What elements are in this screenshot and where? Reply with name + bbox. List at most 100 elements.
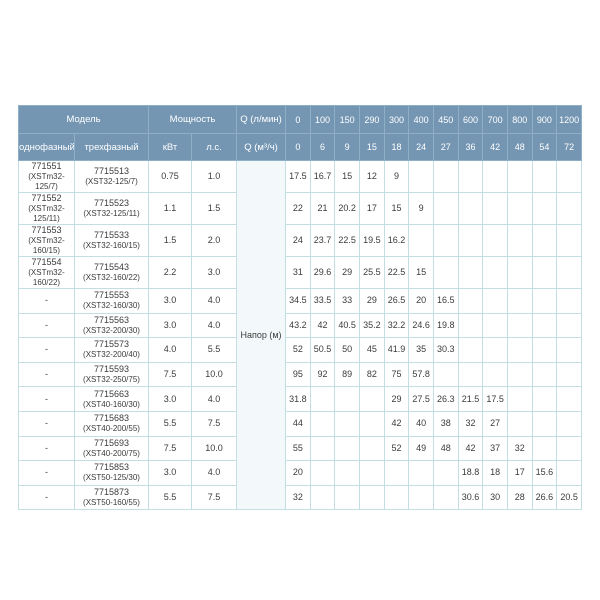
cell-model-three-phase: 7715873 (XST50-160/55) <box>73 484 150 511</box>
cell-head-value <box>556 160 582 193</box>
cell-power-hp: 7.5 <box>191 410 238 437</box>
cell-head-value <box>309 410 336 437</box>
cell-model-single-phase-code: - <box>45 418 48 429</box>
cell-head-value <box>482 288 508 314</box>
cell-model-three-phase-type: (XST50-160/55) <box>83 498 140 508</box>
cell-head-value <box>359 435 385 462</box>
cell-head-value <box>506 160 533 193</box>
cell-head-value: 31.8 <box>285 386 311 412</box>
cell-model-three-phase-code: 7715533 <box>93 230 130 240</box>
cell-model-single-phase-code: - <box>45 442 48 453</box>
cell-head-value: 26.5 <box>383 288 410 314</box>
cell-head-value <box>531 160 558 193</box>
cell-head-value: 29 <box>334 256 360 289</box>
cell-power-hp: 5.5 <box>191 337 238 363</box>
header-q-lmin-value: 290 <box>359 105 385 134</box>
table-row: 771553 (XSTm32-160/15) 7715533 (XST32-160/1… <box>18 224 582 257</box>
cell-head-value: 35 <box>408 337 434 363</box>
header-q-lmin-value: 150 <box>334 105 360 134</box>
header-q-m3h-value: 72 <box>556 133 582 161</box>
cell-head-value <box>408 224 434 257</box>
cell-head-value: 52 <box>383 435 410 462</box>
cell-head-value: 18 <box>482 460 508 486</box>
header-q-lmin-value: 900 <box>531 105 558 134</box>
cell-head-value <box>482 192 508 225</box>
cell-head-value: 32 <box>457 410 484 437</box>
cell-head-value: 95 <box>285 361 311 388</box>
cell-head-value <box>334 435 360 462</box>
header-q-lmin-value: 800 <box>506 105 533 134</box>
cell-head-value: 15 <box>334 160 360 193</box>
cell-power-kw: 7.5 <box>148 435 193 462</box>
cell-head-value <box>531 386 558 412</box>
header-q-m3h-value: 24 <box>408 133 434 161</box>
cell-model-single-phase-code: - <box>45 344 48 355</box>
cell-model-single-phase-code: 771551 <box>31 161 62 172</box>
cell-head-value: 34.5 <box>285 288 311 314</box>
cell-model-single-phase-code: - <box>45 369 48 380</box>
cell-model-three-phase-code: 7715683 <box>93 413 130 424</box>
cell-model-three-phase-type: (XST40-200/55) <box>83 424 140 434</box>
header-kw: кВт <box>148 133 193 161</box>
cell-head-value: 40.5 <box>334 312 360 339</box>
cell-head-value <box>531 224 558 257</box>
header-q-m3h-value: 15 <box>359 133 385 161</box>
cell-head-value <box>556 337 582 363</box>
cell-head-value <box>309 484 336 511</box>
cell-head-value: 33.5 <box>309 288 336 314</box>
table-row: -7715573 (XST32-200/40) 4.0 5.5 52 50.5 50 45 41… <box>18 337 582 363</box>
table-row: -7715873 (XST50-160/55) 5.5 7.5 32 30.6 30 28 26… <box>18 484 582 511</box>
cell-power-kw: 5.5 <box>148 410 193 437</box>
cell-head-value <box>408 460 434 486</box>
cell-power-kw: 5.5 <box>148 484 193 511</box>
cell-model-single-phase: - <box>18 410 75 437</box>
cell-head-value <box>556 460 582 486</box>
header-q-lmin-value: 600 <box>457 105 484 134</box>
header-q-m3h-value: 9 <box>334 133 360 161</box>
cell-model-three-phase: 7715533 (XST32-160/15) <box>73 224 150 257</box>
header-row-flow-lmin: Модель Мощность Q (л/мин) 0 100 150 290 300 4… <box>17 105 582 134</box>
cell-head-value: 24 <box>285 224 311 257</box>
cell-head-value: 30.3 <box>432 337 459 363</box>
cell-power-hp: 1.5 <box>191 192 238 225</box>
cell-head-value <box>556 288 582 314</box>
cell-head-value: 24.6 <box>408 312 434 339</box>
cell-head-value <box>482 337 508 363</box>
cell-head-value: 12 <box>359 160 385 193</box>
cell-model-single-phase-code: 771553 <box>31 225 62 236</box>
cell-head-value: 32 <box>506 435 533 462</box>
cell-head-value <box>334 484 360 511</box>
cell-head-value <box>556 256 582 289</box>
cell-model-single-phase: - <box>18 337 75 363</box>
cell-model-three-phase-code: 7715513 <box>93 166 130 176</box>
cell-head-value: 15 <box>383 192 410 225</box>
cell-power-hp: 4.0 <box>191 386 238 412</box>
cell-head-value <box>334 410 360 437</box>
cell-head-value: 20 <box>408 288 434 314</box>
cell-model-three-phase-type: (XST40-200/75) <box>83 448 140 458</box>
table-body: 771551 (XSTm32-125/7) 7715513 (XST32-125/7)… <box>18 159 582 511</box>
cell-model-three-phase: 7715853 (XST50-125/30) <box>73 460 150 486</box>
cell-power-hp: 3.0 <box>191 256 238 289</box>
cell-model-three-phase: 7715573 (XST32-200/40) <box>73 337 150 363</box>
cell-head-value: 27 <box>482 410 508 437</box>
table-row: 771552 (XSTm32-125/11) 7715523 (XST32-125/1… <box>18 192 582 225</box>
cell-head-value <box>531 361 558 388</box>
cell-head-value: 30.6 <box>457 484 484 511</box>
cell-head-value: 28 <box>506 484 533 511</box>
cell-power-kw: 3.0 <box>148 312 193 339</box>
cell-head-value <box>482 256 508 289</box>
cell-model-single-phase-code: 771554 <box>31 257 62 268</box>
cell-head-value <box>359 410 385 437</box>
header-q-m3h: Q (м³/ч) <box>236 133 287 161</box>
header-single-phase: однофазный <box>18 133 75 161</box>
header-q-m3h-value: 42 <box>482 133 508 161</box>
cell-head-value <box>531 256 558 289</box>
cell-head-value <box>432 361 459 388</box>
cell-head-value: 22 <box>285 192 311 225</box>
cell-head-value: 26.6 <box>531 484 558 511</box>
cell-head-value <box>432 484 459 511</box>
cell-model-three-phase-type: (XST40-160/30) <box>83 399 140 409</box>
cell-head-value: 42 <box>457 435 484 462</box>
cell-head-value: 52 <box>285 337 311 363</box>
